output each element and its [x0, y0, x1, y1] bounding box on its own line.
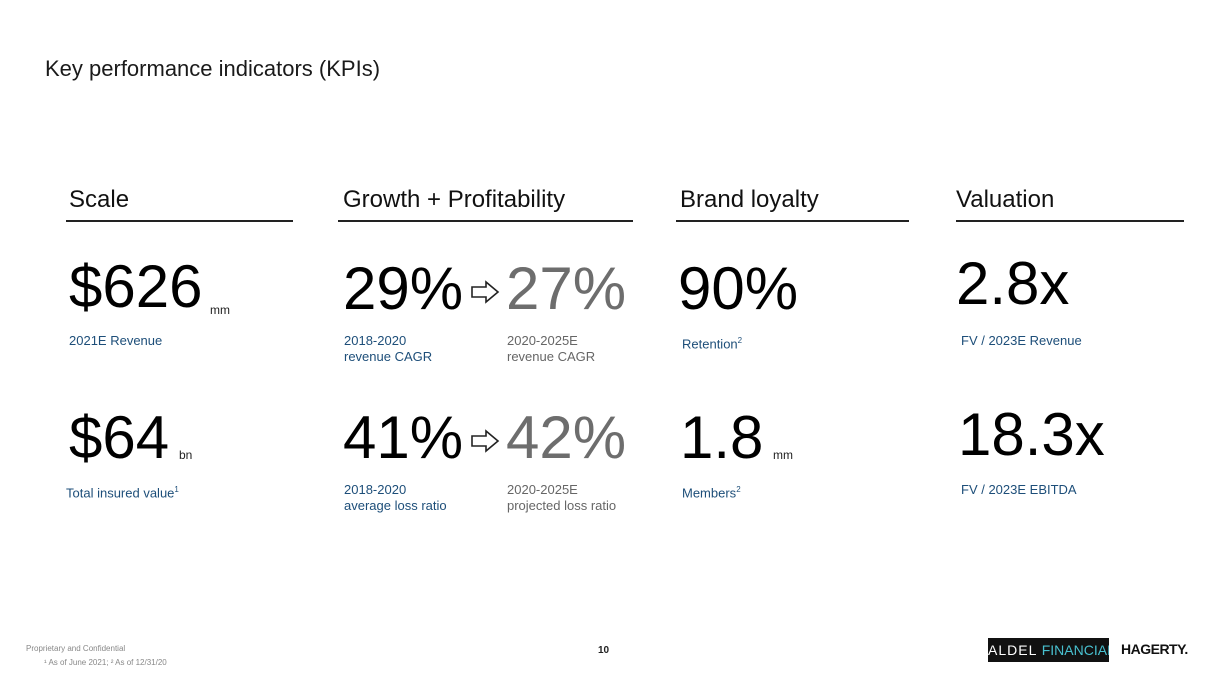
- valuation-divider: [956, 220, 1184, 222]
- brand-retention-caption: Retention2: [682, 336, 743, 352]
- growth-divider: [338, 220, 633, 222]
- footnote: ¹ As of June 2021; ² As of 12/31/20: [44, 658, 167, 667]
- valuation-revenue-multiple: 2.8x: [956, 250, 1070, 317]
- growth-revenue-from-value: 29%: [343, 255, 464, 322]
- brand-members-caption: Members2: [682, 485, 741, 501]
- arrow-right-icon: [471, 429, 500, 453]
- brand-members-unit: mm: [773, 448, 793, 462]
- aldel-financial-logo: ALDEL FINANCIAL: [988, 638, 1109, 662]
- valuation-ebitda-caption: FV / 2023E EBITDA: [961, 482, 1077, 497]
- valuation-heading: Valuation: [956, 186, 1055, 213]
- scale-insured-value: $64: [69, 404, 170, 471]
- scale-insured-caption: Total insured value1: [66, 485, 179, 501]
- brand-retention-value: 90%: [678, 255, 799, 322]
- growth-loss-from-caption: 2018-2020 average loss ratio: [344, 482, 447, 513]
- growth-loss-to-value: 42%: [506, 404, 627, 471]
- scale-divider: [66, 220, 293, 222]
- arrow-right-icon: [471, 280, 500, 304]
- growth-revenue-from-caption: 2018-2020 revenue CAGR: [344, 333, 433, 364]
- aldel-logo-text: ALDEL: [988, 642, 1037, 658]
- scale-insured-unit: bn: [179, 448, 193, 462]
- scale-heading: Scale: [69, 186, 130, 213]
- growth-heading: Growth + Profitability: [343, 186, 566, 213]
- brand-divider: [676, 220, 909, 222]
- growth-loss-from-value: 41%: [343, 404, 464, 471]
- confidential-notice: Proprietary and Confidential: [26, 644, 126, 653]
- scale-revenue-caption: 2021E Revenue: [69, 333, 163, 348]
- valuation-ebitda-multiple: 18.3x: [958, 401, 1105, 468]
- brand-heading: Brand loyalty: [680, 186, 819, 213]
- valuation-revenue-caption: FV / 2023E Revenue: [961, 333, 1082, 348]
- growth-revenue-to-caption: 2020-2025E revenue CAGR: [507, 333, 596, 364]
- page-title: Key performance indicators (KPIs): [45, 56, 381, 81]
- hagerty-logo: HAGERTY.: [1121, 641, 1188, 657]
- scale-revenue-value: $626: [69, 253, 203, 320]
- scale-revenue-unit: mm: [210, 303, 230, 317]
- page-number: 10: [598, 645, 610, 656]
- growth-revenue-to-value: 27%: [506, 255, 627, 322]
- financial-logo-text: FINANCIAL: [1041, 642, 1109, 658]
- growth-loss-to-caption: 2020-2025E projected loss ratio: [507, 482, 617, 513]
- brand-members-value: 1.8: [680, 404, 764, 471]
